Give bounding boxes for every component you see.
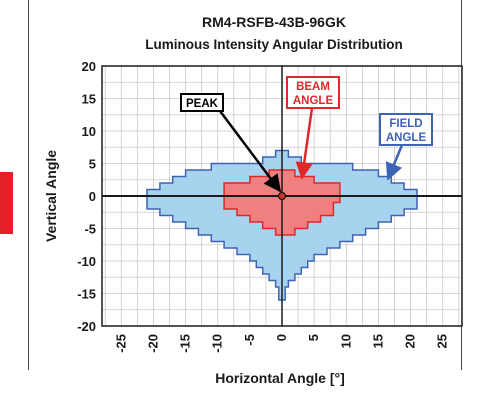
peak-label: PEAK (180, 93, 224, 112)
y-tick-label: 10 (82, 124, 96, 139)
y-axis-label: Vertical Angle (43, 150, 59, 242)
peak-label-text: PEAK (186, 98, 219, 110)
plot-border (101, 65, 463, 327)
y-tick-label: 5 (89, 157, 96, 172)
y-tick-label: -10 (77, 254, 96, 269)
beam-angle-label-text: ANGLE (293, 95, 334, 107)
x-tick-label: 20 (403, 334, 418, 348)
x-tick-label: -15 (178, 334, 193, 353)
y-tick-label: 15 (82, 92, 96, 107)
x-tick-label: -25 (113, 334, 128, 353)
y-tick-label: 0 (89, 189, 96, 204)
x-tick-label: 10 (338, 334, 353, 348)
y-tick-label: -15 (77, 287, 96, 302)
field-angle-label-text: ANGLE (386, 132, 427, 144)
y-tick-label: -20 (77, 319, 96, 334)
tick-labels: 20 15 10 5 0 -5 -10 -15 -20 -25 -20 -15 -10 -5 0 5 10 15 2… (77, 59, 450, 353)
x-tick-label: 15 (370, 334, 385, 348)
chart-title: RM4-RSFB-43B-96GK (202, 14, 346, 30)
y-tick-label: 20 (82, 59, 96, 74)
x-tick-label: 25 (435, 334, 450, 348)
field-angle-label-frame (379, 113, 433, 146)
x-tick-label: 5 (306, 334, 321, 341)
chart-subtitle: Luminous Intensity Angular Distribution (145, 37, 403, 52)
axes-layer (101, 65, 463, 327)
peak-marker (278, 192, 286, 200)
x-tick-label: 0 (274, 334, 289, 341)
peak-arrow (219, 110, 282, 193)
annotations: PEAK BEAM ANGLE FIELD ANGLE (180, 76, 433, 193)
field-angle-arrow (385, 144, 404, 181)
beam-angle-arrow (295, 107, 314, 180)
x-axis-label: Horizontal Angle [°] (215, 370, 345, 386)
x-tick-label: -10 (210, 334, 225, 353)
peak-label-frame (180, 93, 224, 112)
field-angle-label: FIELD ANGLE (379, 113, 433, 146)
beam-angle-label-text: BEAM (296, 81, 330, 93)
x-tick-label: -20 (145, 334, 160, 353)
y-tick-label: -5 (84, 222, 96, 237)
field-angle-label-text: FIELD (389, 118, 422, 130)
beam-angle-label: BEAM ANGLE (286, 76, 340, 109)
x-tick-label: -5 (242, 334, 257, 346)
beam-angle-label-frame (286, 76, 340, 109)
red-accent-tab (0, 172, 13, 234)
